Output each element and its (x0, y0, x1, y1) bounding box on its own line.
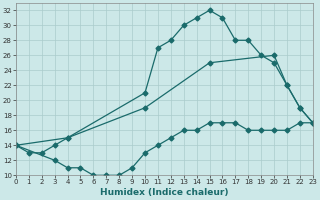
X-axis label: Humidex (Indice chaleur): Humidex (Indice chaleur) (100, 188, 228, 197)
